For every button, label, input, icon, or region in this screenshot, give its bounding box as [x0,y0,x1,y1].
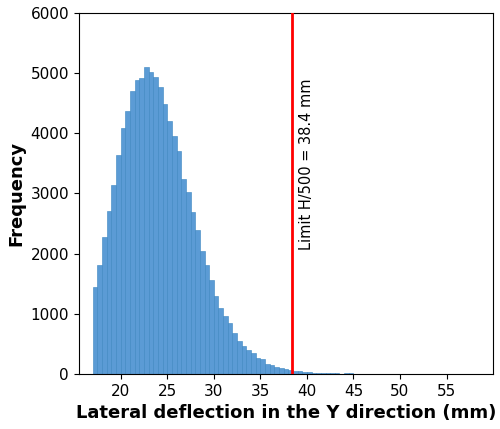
Bar [140,78,144,374]
Bar [335,373,340,374]
Bar [274,367,279,374]
Bar [223,317,228,374]
Bar [93,287,98,374]
Bar [316,373,321,374]
Bar [260,359,265,374]
Bar [218,308,223,374]
Bar [195,230,200,374]
Bar [246,350,251,374]
Bar [232,332,237,374]
Bar [279,368,283,374]
Bar [228,323,232,374]
Bar [158,88,162,374]
Bar [176,151,181,374]
Bar [186,193,190,374]
Bar [112,185,116,374]
Bar [120,128,126,374]
Bar [326,373,330,374]
Bar [200,251,204,374]
Bar [251,353,256,374]
Bar [293,371,298,374]
Bar [204,265,209,374]
Bar [256,358,260,374]
Bar [102,237,107,374]
Bar [298,372,302,374]
Bar [162,104,168,374]
Bar [168,121,172,374]
Bar [134,80,140,374]
Bar [148,73,154,374]
Bar [181,179,186,374]
Bar [209,280,214,374]
Bar [284,369,288,374]
Bar [288,370,293,374]
Bar [144,67,148,374]
Bar [107,211,112,374]
X-axis label: Lateral deflection in the Y direction (mm): Lateral deflection in the Y direction (m… [76,404,496,422]
Bar [302,372,307,374]
Bar [116,155,120,374]
Bar [126,111,130,374]
Bar [312,372,316,374]
Text: Limit H/500 = 38.4 mm: Limit H/500 = 38.4 mm [298,79,314,250]
Bar [98,265,102,374]
Bar [214,296,218,374]
Bar [265,363,270,374]
Bar [330,373,335,374]
Bar [242,346,246,374]
Bar [237,341,242,374]
Bar [190,211,195,374]
Y-axis label: Frequency: Frequency [7,141,25,246]
Bar [307,372,312,374]
Bar [154,77,158,374]
Bar [270,365,274,374]
Bar [321,373,326,374]
Bar [130,91,134,374]
Bar [172,136,176,374]
